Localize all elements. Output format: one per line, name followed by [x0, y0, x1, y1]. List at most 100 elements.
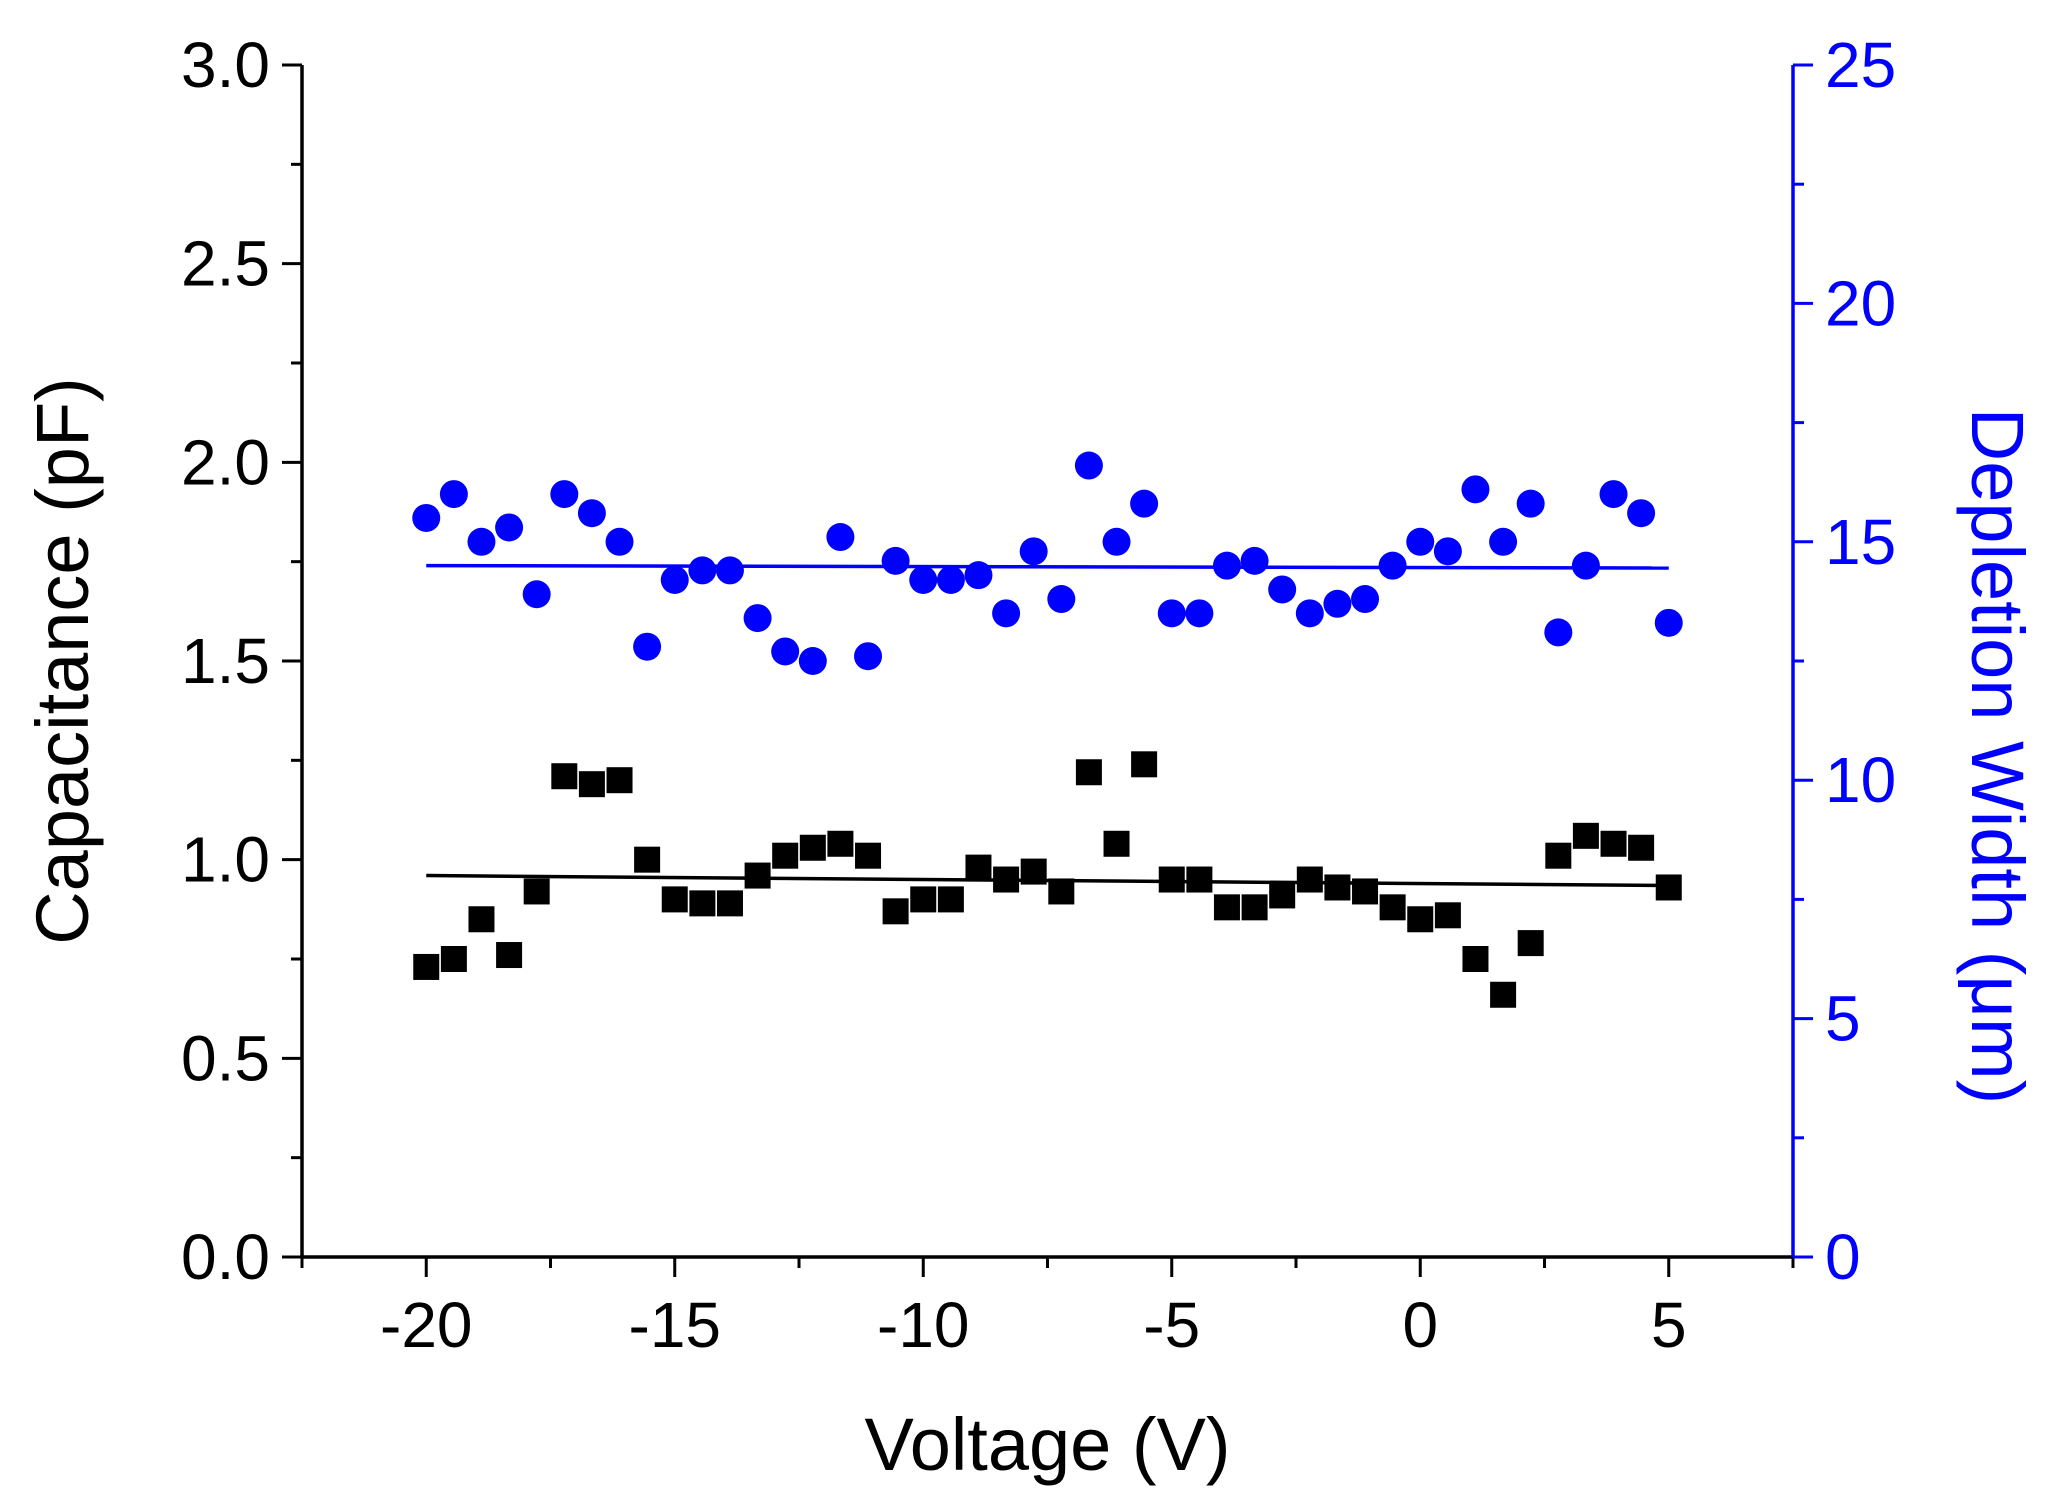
capacitance-point	[468, 906, 495, 933]
capacitance-point	[744, 862, 771, 889]
capacitance-point	[1213, 894, 1240, 921]
depletion-width-point	[936, 565, 965, 594]
depletion-width-point	[826, 523, 855, 552]
capacitance-point	[1352, 878, 1379, 905]
depletion-width-point	[1295, 599, 1324, 628]
depletion-width-point	[964, 561, 993, 590]
depletion-width-point	[1185, 599, 1214, 628]
y-axis-title: Capacitance (pF)	[21, 377, 104, 945]
capacitance-point	[1241, 894, 1268, 921]
capacitance-point	[993, 866, 1020, 893]
depletion-width-point	[992, 599, 1021, 628]
depletion-width-point	[1240, 546, 1269, 575]
depletion-width-point	[798, 647, 827, 675]
capacitance-point	[689, 890, 716, 917]
axes-frame	[300, 65, 1795, 1259]
capacitance-point	[1600, 830, 1627, 857]
x-tick-label: 5	[1651, 1289, 1687, 1361]
depletion-width-point	[1599, 480, 1628, 509]
capacitance-point	[772, 842, 799, 869]
fit-lines	[426, 563, 1669, 888]
y2-tick-label: 25	[1825, 29, 1896, 101]
capacitance-point	[1324, 874, 1351, 901]
tick-marks	[282, 63, 1813, 1277]
depletion-width-point	[467, 527, 496, 556]
capacitance-point	[496, 942, 523, 969]
depletion-width-point	[439, 480, 468, 509]
capacitance-point	[1572, 822, 1599, 849]
depletion-width-point	[577, 499, 606, 528]
depletion-width-point	[495, 513, 524, 542]
depletion-width-point	[1323, 589, 1352, 618]
depletion-width-point	[1157, 599, 1186, 628]
capacitance-point	[606, 767, 633, 794]
capacitance-point	[440, 946, 467, 972]
capacitance-point	[965, 854, 992, 881]
y2-axis-title: Depletion Width (μm)	[1956, 408, 2039, 1105]
x-tick-label: -5	[1143, 1289, 1200, 1361]
y-tick-label: 3.0	[181, 29, 270, 101]
y-tick-label: 1.0	[181, 824, 270, 896]
capacitance-point	[1434, 902, 1461, 929]
y-tick-label: 0.5	[181, 1022, 270, 1094]
capacitance-point	[578, 771, 605, 798]
depletion-width-point	[743, 604, 772, 633]
capacitance-point	[827, 830, 854, 857]
capacitance-point	[1158, 866, 1185, 893]
capacitance-point	[413, 953, 440, 980]
depletion-width-point	[771, 637, 800, 666]
capacitance-point	[1048, 878, 1075, 905]
x-tick-label: -10	[877, 1289, 970, 1361]
depletion-width-point	[881, 546, 910, 575]
depletion-width-point	[1654, 608, 1683, 637]
capacitance-point	[910, 886, 937, 913]
depletion-width-point	[1544, 618, 1573, 647]
capacitance-point	[1020, 858, 1047, 885]
depletion-width-point	[605, 527, 634, 556]
depletion-width-point	[1102, 527, 1131, 556]
capacitance-point	[523, 878, 550, 905]
y2-tick-label: 20	[1825, 267, 1896, 339]
depletion-width-point	[1212, 551, 1241, 580]
capacitance-point	[1628, 834, 1655, 861]
x-axis-title: Voltage (V)	[864, 1403, 1230, 1486]
depletion-width-point	[522, 580, 551, 609]
x-tick-label: 0	[1402, 1289, 1438, 1361]
capacitance-point	[551, 763, 578, 790]
capacitance-point	[661, 886, 688, 913]
depletion-width-point	[909, 565, 938, 594]
capacitance-point	[799, 834, 826, 861]
depletion-width-fit-line	[426, 563, 1669, 570]
capacitance-point	[634, 846, 661, 873]
depletion-width-point	[1571, 551, 1600, 580]
y-tick-label: 0.0	[181, 1221, 270, 1293]
depletion-width-point	[1378, 551, 1407, 580]
y-tick-label: 1.5	[181, 625, 270, 697]
depletion-width-point	[1627, 499, 1656, 528]
capacitance-point	[1517, 930, 1544, 957]
depletion-width-point	[1074, 451, 1103, 480]
depletion-width-point	[633, 632, 662, 661]
depletion-width-point	[688, 556, 717, 585]
x-tick-label: -15	[629, 1289, 722, 1361]
capacitance-point	[882, 898, 909, 925]
depletion-width-point	[1019, 537, 1048, 566]
depletion-width-point	[1461, 475, 1490, 504]
capacitance-point	[1186, 866, 1213, 893]
data-points	[412, 451, 1683, 1008]
depletion-width-point	[1406, 527, 1435, 556]
depletion-width-point	[1489, 527, 1518, 556]
depletion-width-point	[550, 480, 579, 509]
capacitance-point	[855, 842, 882, 869]
depletion-width-point	[412, 503, 441, 532]
capacitance-point	[1269, 882, 1296, 909]
capacitance-point	[1655, 874, 1682, 901]
tick-labels: -20 -15 -10 -5 0 5 0.0 0.5 1.0 1.5 2.0 2.5 3.0 0 5 10 15…	[181, 29, 1896, 1361]
capacitance-point	[937, 886, 964, 913]
capacitance-point	[1296, 866, 1323, 893]
y-tick-label: 2.0	[181, 426, 270, 498]
depletion-width-point	[1516, 489, 1545, 518]
capacitance-point	[1075, 759, 1102, 786]
depletion-width-point	[854, 642, 883, 671]
